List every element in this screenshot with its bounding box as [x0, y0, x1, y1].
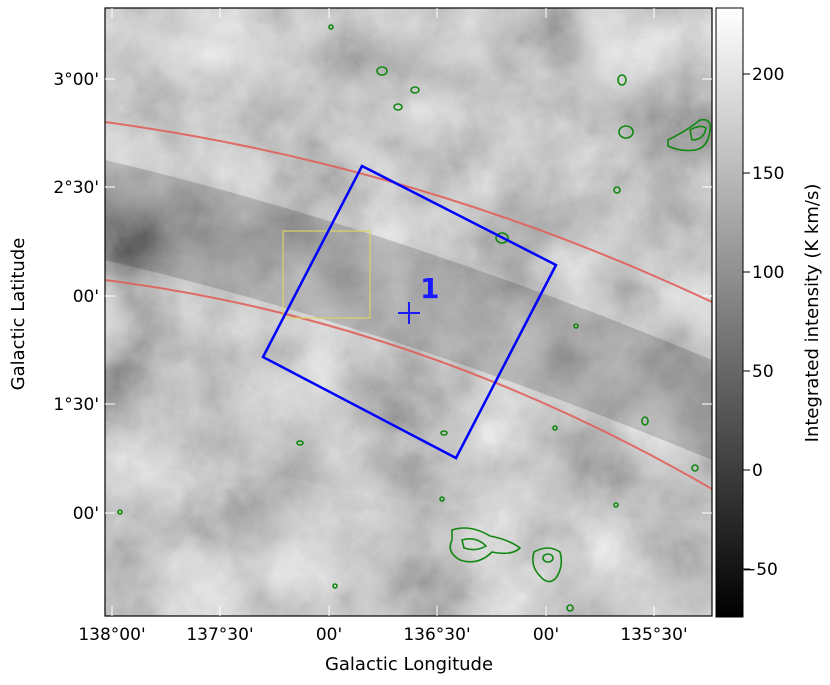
contour — [552, 425, 558, 431]
x-tick-label: 135°30' — [620, 625, 687, 645]
contour — [328, 24, 334, 30]
y-tick-label: 1°30' — [53, 395, 99, 415]
contour — [439, 496, 445, 502]
x-tick-label: 138°00' — [78, 625, 145, 645]
contour — [117, 509, 123, 515]
contour — [495, 232, 509, 244]
y-tick-label: 00' — [73, 287, 99, 307]
contour — [461, 538, 488, 551]
contour — [449, 527, 522, 563]
contour — [667, 118, 712, 152]
contour — [332, 583, 338, 589]
contour — [573, 323, 579, 329]
lower-band-curve — [105, 279, 712, 490]
y-tick-label: 3°00' — [53, 70, 99, 90]
contour — [410, 86, 420, 94]
colorbar-tick-label: −50 — [742, 560, 778, 580]
plot-frame — [104, 7, 713, 617]
contour — [296, 440, 304, 446]
contour — [691, 464, 699, 472]
x-tick-label: 137°30' — [186, 625, 253, 645]
small-region-box — [282, 230, 371, 319]
contour — [566, 604, 574, 612]
band-curves — [105, 121, 712, 490]
contour — [542, 553, 554, 563]
colorbar-title: Integrated intensity (K km/s) — [802, 184, 823, 443]
y-tick-labels: 3°00' 2°30' 00' 1°30' 00' — [53, 70, 99, 524]
upper-band-curve — [105, 121, 712, 303]
region-label: 1 — [420, 272, 439, 305]
contour — [613, 186, 621, 194]
contour — [613, 502, 619, 508]
contour — [641, 416, 649, 426]
colorbar-tick-label: 100 — [752, 263, 784, 283]
x-tick-labels: 138°00' 137°30' 00' 136°30' 00' 135°30' — [78, 625, 687, 645]
contour — [532, 547, 563, 583]
colorbar-gradient — [715, 7, 744, 618]
colorbar-tick-label: 200 — [752, 65, 784, 85]
tick-marks — [105, 8, 712, 616]
region-box — [261, 164, 558, 460]
contours — [117, 24, 712, 612]
y-axis-title: Galactic Latitude — [8, 238, 29, 391]
colorbar-tick-label: 150 — [752, 164, 784, 184]
x-tick-label: 00' — [316, 625, 342, 645]
y-tick-label: 2°30' — [53, 178, 99, 198]
colorbar-tick-label: 0 — [752, 461, 763, 481]
contour — [689, 125, 707, 141]
x-tick-label: 00' — [533, 625, 559, 645]
colorbar: 200 150 100 50 0 −50 Integrated intensit… — [715, 7, 823, 618]
region-center-marker — [398, 302, 420, 324]
contour — [617, 74, 627, 86]
x-tick-label: 136°30' — [403, 625, 470, 645]
x-axis-title: Galactic Longitude — [325, 654, 493, 675]
contour — [376, 66, 388, 76]
contour — [618, 125, 634, 139]
colorbar-tick-label: 50 — [752, 362, 774, 382]
contour — [393, 103, 403, 111]
contour — [440, 430, 448, 436]
y-tick-label: 00' — [73, 504, 99, 524]
